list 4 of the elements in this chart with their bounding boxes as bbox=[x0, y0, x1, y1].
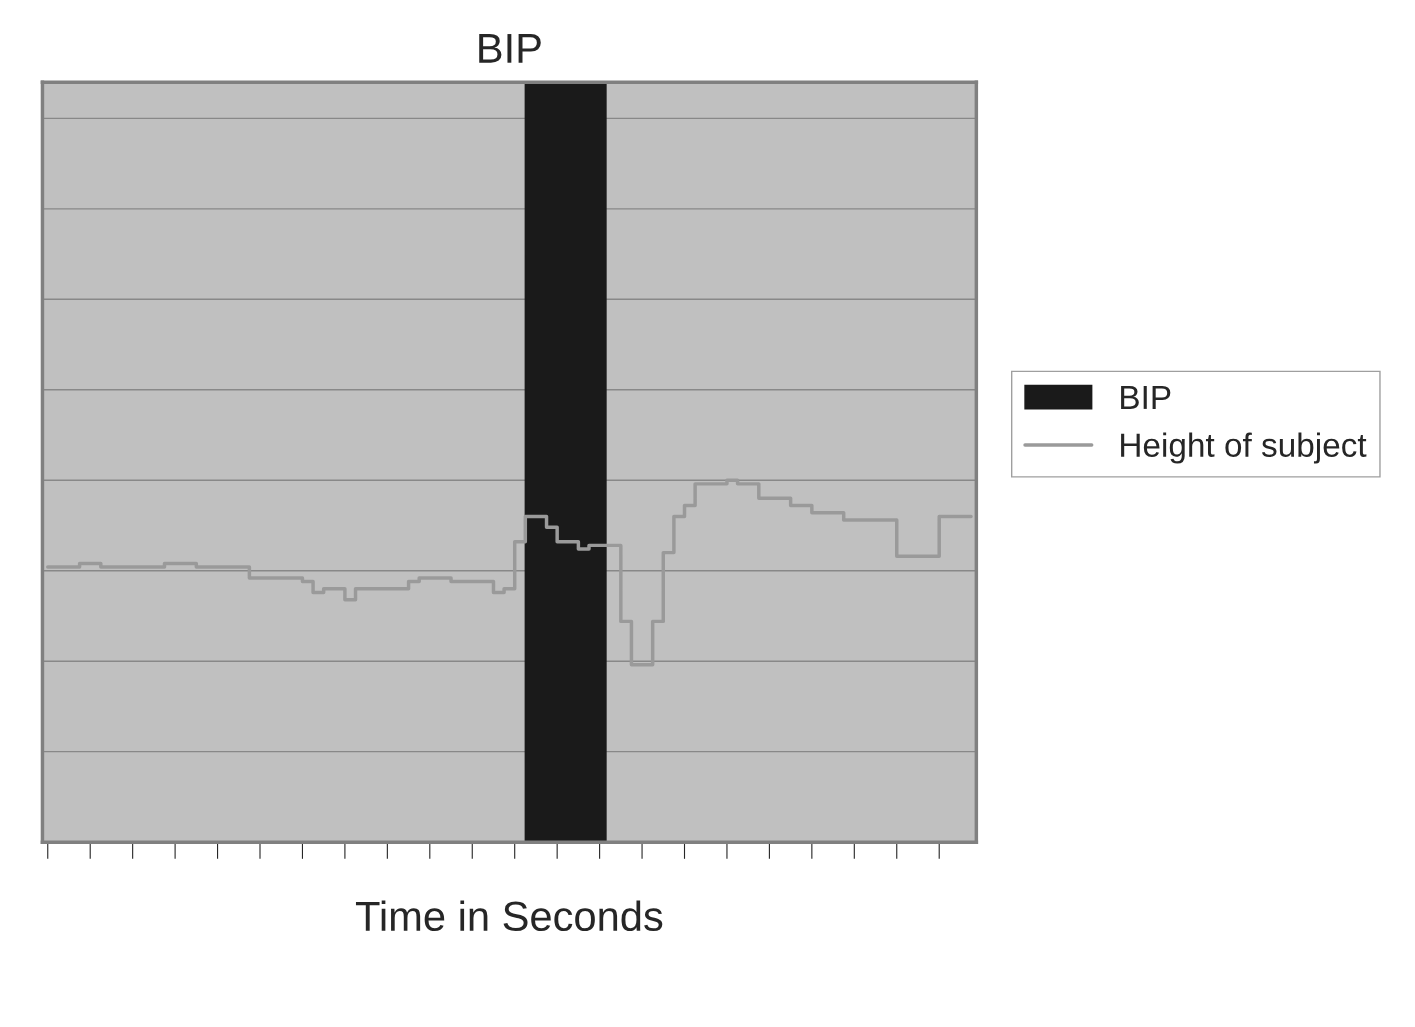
legend-label: Height of subject bbox=[1121, 432, 1367, 464]
chart-title: BIP bbox=[479, 34, 541, 63]
x-axis-title: Time in Seconds bbox=[355, 900, 663, 932]
text: BIP bbox=[1121, 385, 1171, 409]
